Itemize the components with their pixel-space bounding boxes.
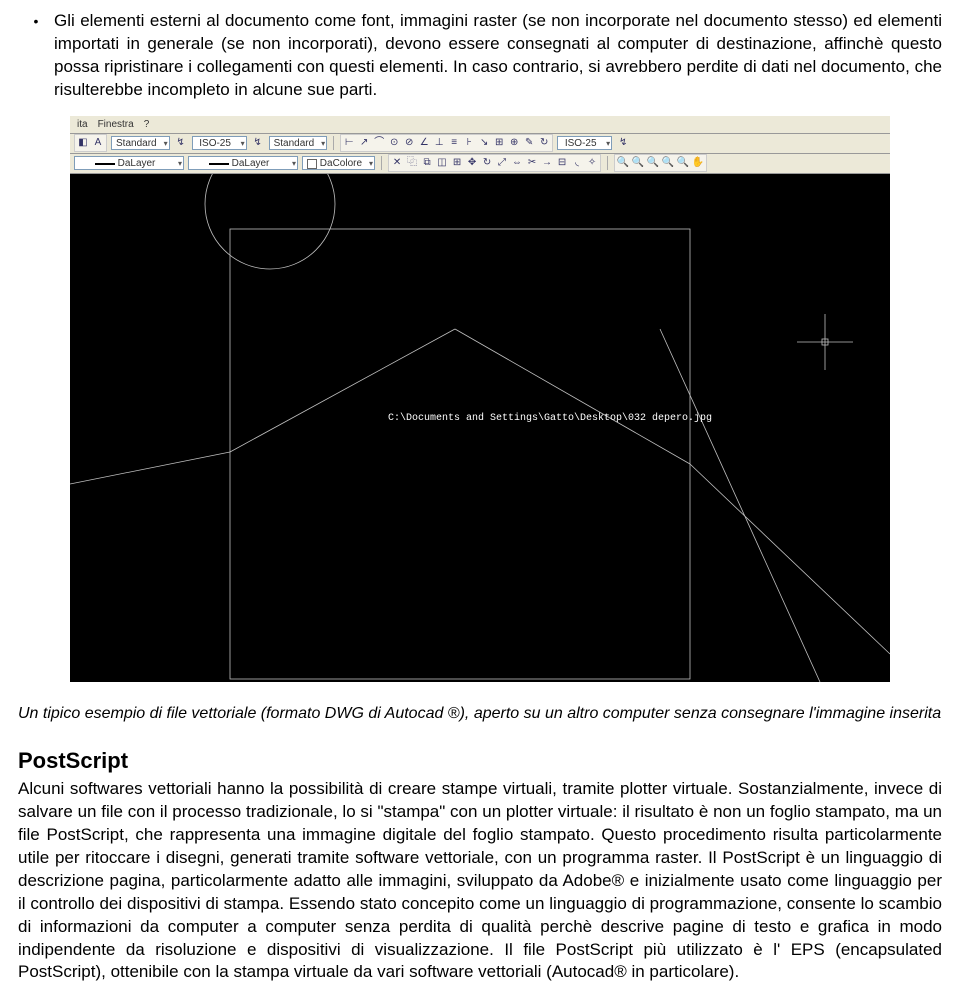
- section-heading: PostScript: [18, 746, 942, 776]
- body-paragraph: Alcuni softwares vettoriali hanno la pos…: [18, 778, 942, 984]
- dim-angular-icon[interactable]: ∠: [417, 136, 431, 150]
- zoom-tools[interactable]: 🔍 🔍 🔍 🔍 🔍 ✋: [614, 154, 707, 172]
- array-icon[interactable]: ⊞: [450, 156, 464, 170]
- dim-baseline-icon[interactable]: ≡: [447, 136, 461, 150]
- dim-radius-icon[interactable]: ⊙: [387, 136, 401, 150]
- trim-icon[interactable]: ✂: [525, 156, 539, 170]
- color-dropdown[interactable]: DaColore: [302, 156, 375, 170]
- dim-linear-icon[interactable]: ⊢: [342, 136, 356, 150]
- separator: [333, 136, 334, 150]
- scale-icon[interactable]: ⤢: [495, 156, 509, 170]
- extend-icon[interactable]: →: [540, 156, 554, 170]
- dim-edit-icon[interactable]: ✎: [522, 136, 536, 150]
- explode-icon[interactable]: ✧: [585, 156, 599, 170]
- toolbar-styles: ◧ A Standard ↯ ISO-25 ↯ Standard ⊢ ↗ ⌒ ⊙…: [70, 134, 890, 154]
- copy-icon[interactable]: ⿻: [405, 156, 419, 170]
- cad-drawing-area[interactable]: C:\Documents and Settings\Gatto\Desktop\…: [70, 174, 890, 682]
- offset-icon[interactable]: ◫: [435, 156, 449, 170]
- style-dropdown[interactable]: Standard: [111, 136, 170, 150]
- layer-label: DaLayer: [118, 158, 156, 169]
- bullet-item: • Gli elementi esterni al documento come…: [18, 10, 942, 102]
- rotate-icon[interactable]: ↻: [480, 156, 494, 170]
- toolbar-icons[interactable]: ◧ A: [74, 134, 107, 152]
- fillet-icon[interactable]: ◟: [570, 156, 584, 170]
- tool-icon[interactable]: ↯: [251, 136, 265, 150]
- zoom-in-icon[interactable]: 🔍: [616, 156, 630, 170]
- zoom-extents-icon[interactable]: 🔍: [661, 156, 675, 170]
- layer-dropdown[interactable]: DaLayer: [74, 156, 184, 170]
- tool-icon[interactable]: ↯: [616, 136, 630, 150]
- separator: [381, 156, 382, 170]
- bullet-marker: •: [18, 10, 54, 102]
- erase-icon[interactable]: ✕: [390, 156, 404, 170]
- style-dropdown[interactable]: Standard: [269, 136, 328, 150]
- separator: [607, 156, 608, 170]
- dim-tools[interactable]: ⊢ ↗ ⌒ ⊙ ⊘ ∠ ⊥ ≡ ⊦ ↘ ⊞ ⊕ ✎ ↻: [340, 134, 553, 152]
- move-icon[interactable]: ✥: [465, 156, 479, 170]
- zoom-window-icon[interactable]: 🔍: [646, 156, 660, 170]
- dim-aligned-icon[interactable]: ↗: [357, 136, 371, 150]
- missing-image-path: C:\Documents and Settings\Gatto\Desktop\…: [388, 412, 712, 426]
- break-icon[interactable]: ⊟: [555, 156, 569, 170]
- dim-style-dropdown[interactable]: ISO-25: [557, 136, 612, 150]
- tool-icon[interactable]: ◧: [76, 136, 90, 150]
- menu-item[interactable]: Finestra: [95, 118, 137, 132]
- toolbar-layers: DaLayer DaLayer DaColore ✕ ⿻ ⧉ ◫ ⊞ ✥ ↻ ⤢…: [70, 154, 890, 174]
- mirror-icon[interactable]: ⧉: [420, 156, 434, 170]
- color-label: DaColore: [320, 158, 362, 169]
- dim-ordinate-icon[interactable]: ⊥: [432, 136, 446, 150]
- bullet-text: Gli elementi esterni al documento come f…: [54, 10, 942, 102]
- dim-style-dropdown[interactable]: ISO-25: [192, 136, 247, 150]
- cad-screenshot: ita Finestra ? ◧ A Standard ↯ ISO-25 ↯ S…: [70, 116, 890, 682]
- linetype-dropdown[interactable]: DaLayer: [188, 156, 298, 170]
- figure-caption: Un tipico esempio di file vettoriale (fo…: [18, 703, 942, 725]
- dim-arc-icon[interactable]: ⌒: [372, 136, 386, 150]
- figure: ita Finestra ? ◧ A Standard ↯ ISO-25 ↯ S…: [18, 116, 942, 689]
- menu-item[interactable]: ?: [141, 118, 153, 132]
- linetype-label: DaLayer: [232, 158, 270, 169]
- zoom-previous-icon[interactable]: 🔍: [676, 156, 690, 170]
- cad-vector-drawing: [70, 174, 890, 682]
- dim-continue-icon[interactable]: ⊦: [462, 136, 476, 150]
- center-mark-icon[interactable]: ⊕: [507, 136, 521, 150]
- modify-tools[interactable]: ✕ ⿻ ⧉ ◫ ⊞ ✥ ↻ ⤢ ⇔ ✂ → ⊟ ◟ ✧: [388, 154, 601, 172]
- dim-update-icon[interactable]: ↻: [537, 136, 551, 150]
- menu-bar: ita Finestra ?: [70, 116, 890, 134]
- tool-icon[interactable]: ↯: [174, 136, 188, 150]
- leader-icon[interactable]: ↘: [477, 136, 491, 150]
- tolerance-icon[interactable]: ⊞: [492, 136, 506, 150]
- stretch-icon[interactable]: ⇔: [510, 156, 524, 170]
- pan-icon[interactable]: ✋: [691, 156, 705, 170]
- tool-icon[interactable]: A: [91, 136, 105, 150]
- zoom-out-icon[interactable]: 🔍: [631, 156, 645, 170]
- dim-diameter-icon[interactable]: ⊘: [402, 136, 416, 150]
- menu-item[interactable]: ita: [74, 118, 91, 132]
